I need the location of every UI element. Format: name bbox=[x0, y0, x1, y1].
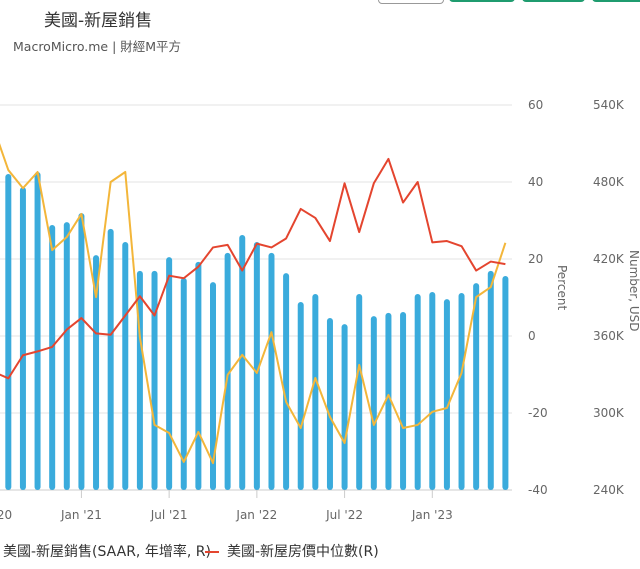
bar bbox=[458, 293, 465, 490]
bar bbox=[502, 276, 509, 490]
percent-axis-tick: 20 bbox=[528, 252, 543, 266]
bar bbox=[34, 172, 41, 490]
bar bbox=[312, 293, 319, 490]
toolbar-button-2[interactable] bbox=[449, 0, 515, 2]
x-axis-tick: Jan '23 bbox=[411, 508, 453, 522]
usd-axis-label: Number, USD bbox=[627, 250, 640, 331]
bar bbox=[487, 270, 494, 490]
bar bbox=[341, 324, 348, 490]
bar bbox=[151, 270, 158, 490]
usd-axis-tick: 300K bbox=[593, 406, 625, 420]
axes: 60 540K 40 480K 20 420K 0 360K -20 300K -40 240K Per… bbox=[0, 98, 640, 522]
bar bbox=[429, 292, 436, 490]
bar bbox=[166, 257, 173, 490]
bar bbox=[473, 283, 480, 490]
chart-title: 美國-新屋銷售 bbox=[44, 11, 153, 31]
legend-label: 美國-新屋銷售(SAAR, 年增率, R) bbox=[3, 544, 211, 560]
legend-item-sales-yoy[interactable]: 美國-新屋銷售(SAAR, 年增率, R) bbox=[3, 541, 211, 561]
bar bbox=[107, 228, 114, 490]
x-axis-tick: Jan '22 bbox=[235, 508, 277, 522]
bar bbox=[268, 252, 275, 490]
bar bbox=[19, 187, 26, 490]
x-axis-tick: Jan '21 bbox=[60, 508, 102, 522]
bar bbox=[122, 241, 129, 490]
median-price-line bbox=[0, 157, 506, 380]
legend-item-median-price[interactable]: 美國-新屋房價中位數(R) bbox=[205, 541, 379, 561]
legend-label: 美國-新屋房價中位數(R) bbox=[227, 544, 379, 560]
usd-axis-tick: 540K bbox=[593, 98, 625, 112]
percent-axis-tick: 60 bbox=[528, 98, 543, 112]
bar bbox=[443, 299, 450, 490]
bar bbox=[180, 277, 187, 490]
toolbar-button-4[interactable] bbox=[592, 0, 640, 2]
bar-series bbox=[5, 172, 509, 490]
bar bbox=[49, 224, 56, 490]
line-series bbox=[0, 143, 507, 465]
bar bbox=[370, 316, 377, 490]
x-axis-tick: Jul '22 bbox=[325, 508, 363, 522]
percent-axis-label: Percent bbox=[555, 265, 569, 310]
bar bbox=[239, 234, 246, 490]
bar bbox=[414, 293, 421, 490]
bar bbox=[195, 261, 202, 490]
bar bbox=[78, 213, 85, 490]
bar bbox=[93, 255, 100, 490]
usd-axis-tick: 420K bbox=[593, 252, 625, 266]
bar bbox=[63, 222, 70, 490]
usd-axis-tick: 240K bbox=[593, 483, 625, 497]
toolbar-button-3[interactable] bbox=[522, 0, 585, 2]
legend-marker-icon bbox=[205, 551, 219, 553]
x-axis-tick: Jul '21 bbox=[150, 508, 188, 522]
bar bbox=[400, 311, 407, 490]
percent-axis-tick: -20 bbox=[528, 406, 548, 420]
percent-axis-tick: 40 bbox=[528, 175, 543, 189]
usd-axis-tick: 360K bbox=[593, 329, 625, 343]
bar bbox=[224, 252, 231, 490]
chart-source: MacroMicro.me | 財經M平方 bbox=[13, 39, 182, 54]
bar bbox=[356, 293, 363, 490]
bar bbox=[210, 282, 216, 490]
bar bbox=[297, 301, 304, 490]
bar bbox=[385, 312, 392, 490]
percent-axis-tick: 0 bbox=[528, 329, 536, 343]
sales-yoy-line bbox=[0, 143, 507, 465]
percent-axis-tick: -40 bbox=[528, 483, 548, 497]
bar bbox=[253, 241, 260, 490]
bar bbox=[5, 173, 12, 490]
bar bbox=[326, 318, 333, 490]
x-axis-tick: Jul '20 bbox=[0, 508, 12, 522]
bar bbox=[283, 273, 290, 490]
usd-axis-tick: 480K bbox=[593, 175, 625, 189]
